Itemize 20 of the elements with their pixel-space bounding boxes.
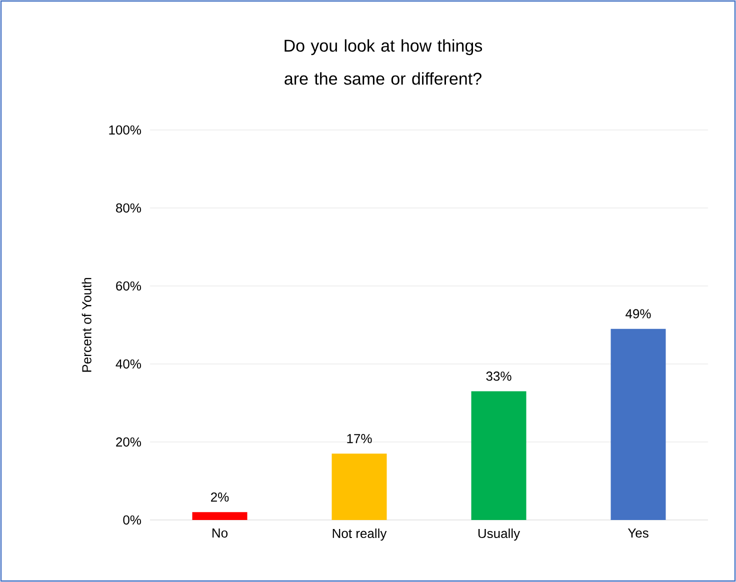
y-tick-label: 100% bbox=[109, 125, 142, 135]
y-axis-title: Percent of Youth bbox=[82, 278, 92, 372]
bar bbox=[471, 391, 526, 520]
y-tick-label: 80% bbox=[116, 203, 142, 213]
x-tick-label: Not really bbox=[332, 528, 387, 541]
y-tick-label: 40% bbox=[116, 359, 142, 369]
bar bbox=[192, 512, 248, 520]
data-label: 49% bbox=[626, 309, 651, 318]
y-tick-label: 60% bbox=[116, 281, 142, 291]
x-tick-label: No bbox=[212, 528, 228, 538]
data-label: 17% bbox=[347, 434, 372, 444]
data-label: 2% bbox=[211, 492, 229, 502]
y-tick-label: 0% bbox=[123, 515, 142, 525]
x-tick-label: Yes bbox=[628, 528, 648, 538]
chart-title: Do you look at how things are the same or different? bbox=[284, 39, 482, 85]
bar bbox=[332, 454, 387, 520]
y-tick-label: 20% bbox=[116, 437, 142, 447]
x-tick-label: Usually bbox=[478, 528, 520, 541]
bar bbox=[610, 328, 666, 520]
data-label: 33% bbox=[486, 372, 512, 381]
